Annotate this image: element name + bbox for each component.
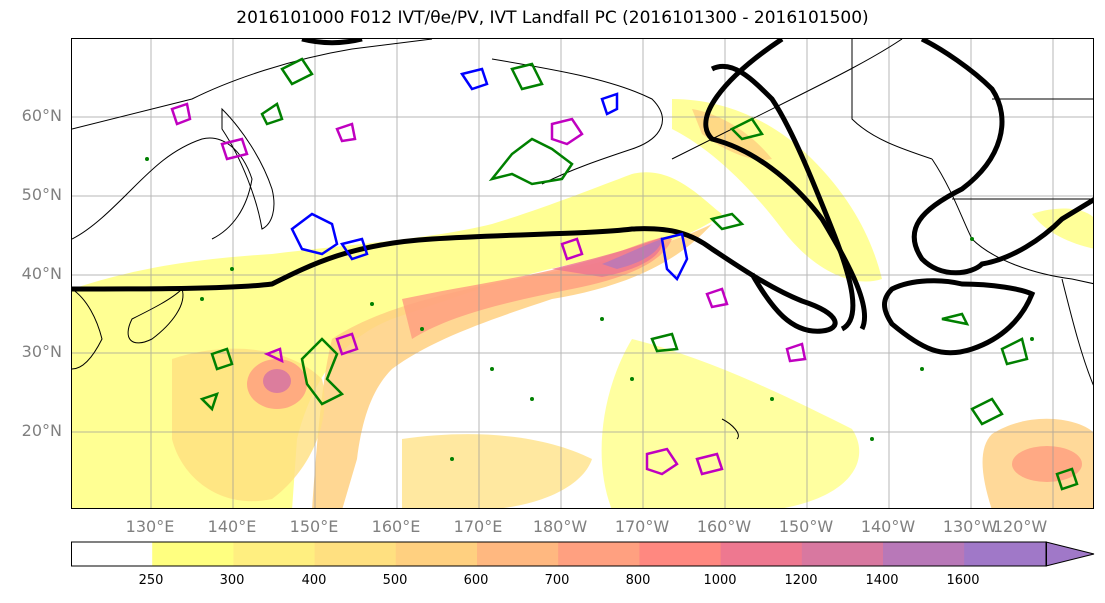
colorbar-tick-300: 300: [219, 573, 245, 588]
lon-label-160w: 160°W: [696, 517, 752, 536]
lat-label-40n: 40°N: [21, 264, 62, 283]
lon-label-120w: 120°W: [992, 517, 1048, 536]
coastlines: [72, 39, 1093, 440]
figure-title: 2016101000 F012 IVT/θe/PV, IVT Landfall …: [236, 8, 869, 28]
colorbar: [71, 541, 1095, 567]
colorbar-segment: [395, 542, 478, 566]
colorbar-tick-1000: 1000: [703, 573, 737, 588]
colorbar-segment: [558, 542, 640, 566]
lon-label-180w: 180°W: [532, 517, 588, 536]
ivt-shading: [72, 99, 1093, 508]
colorbar-tick-500: 500: [382, 573, 408, 588]
colorbar-tick-1400: 1400: [865, 573, 899, 588]
lat-label-60n: 60°N: [21, 106, 62, 125]
lon-label-150w: 150°W: [778, 517, 834, 536]
colorbar-tick-800: 800: [625, 573, 651, 588]
lon-label-130e: 130°E: [125, 517, 175, 536]
colorbar-tick-600: 600: [463, 573, 489, 588]
lon-label-130w: 130°W: [942, 517, 998, 536]
colorbar-segment: [477, 542, 559, 566]
lon-label-160e: 160°E: [371, 517, 421, 536]
lat-label-20n: 20°N: [21, 421, 62, 440]
colorbar-segment: [71, 542, 153, 566]
colorbar-segment: [964, 542, 1046, 566]
colorbar-tick-700: 700: [544, 573, 570, 588]
colorbar-segments: [71, 542, 1046, 566]
pv-contours-green: [199, 57, 1079, 491]
colorbar-segment: [801, 542, 884, 566]
lon-label-170w: 170°W: [614, 517, 670, 536]
pv-contours-blue: [290, 67, 689, 282]
colorbar-tick-1200: 1200: [784, 573, 818, 588]
colorbar-segment: [152, 542, 234, 566]
colorbar-tick-400: 400: [301, 573, 327, 588]
pv-contours-magenta: [170, 102, 807, 476]
colorbar-tick-250: 250: [138, 573, 164, 588]
colorbar-segment: [639, 542, 722, 566]
colorbar-segment: [314, 542, 397, 566]
lon-label-150e: 150°E: [289, 517, 339, 536]
colorbar-extend-arrow: [1045, 541, 1095, 567]
lat-label-50n: 50°N: [21, 185, 62, 204]
gridlines: [72, 39, 1093, 508]
pv-dots: [145, 157, 1034, 461]
map-canvas: [72, 39, 1093, 508]
map-panel: [71, 38, 1094, 509]
landfall-pc-contour: [72, 39, 1093, 356]
colorbar-tick-1600: 1600: [946, 573, 980, 588]
colorbar-segment: [883, 542, 965, 566]
lon-label-140w: 140°W: [860, 517, 916, 536]
colorbar-segment: [233, 542, 316, 566]
colorbar-outline: [71, 541, 1047, 567]
lon-label-170e: 170°E: [453, 517, 503, 536]
lat-label-30n: 30°N: [21, 342, 62, 361]
lon-label-140e: 140°E: [207, 517, 257, 536]
colorbar-segment: [720, 542, 803, 566]
